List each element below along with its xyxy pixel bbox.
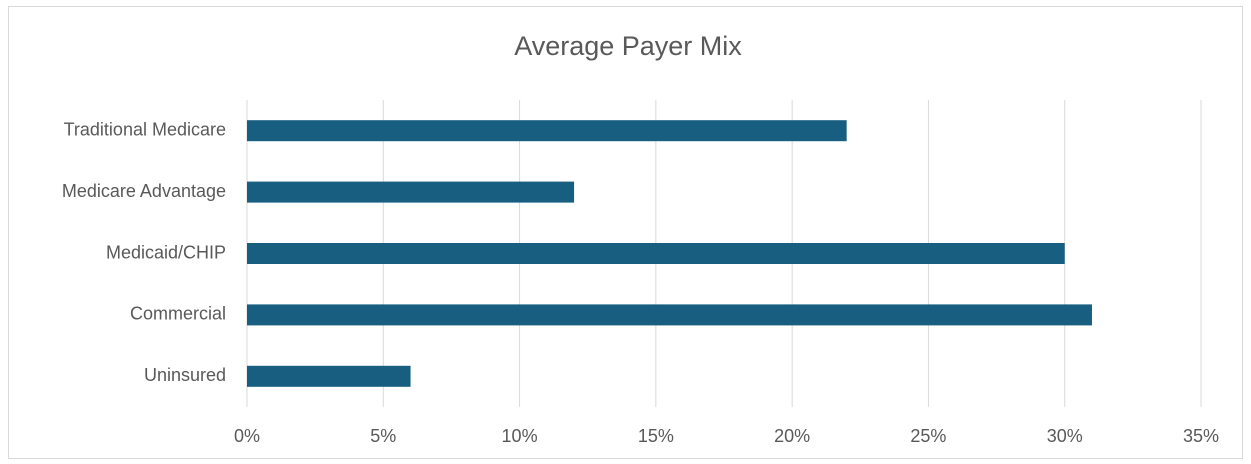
x-tick-label: 30% [1047,426,1083,446]
y-tick-label: Medicare Advantage [62,181,226,201]
x-tick-label: 25% [910,426,946,446]
x-tick-label: 0% [234,426,260,446]
y-tick-label: Traditional Medicare [64,119,226,139]
bar [247,120,847,142]
y-tick-label: Uninsured [144,365,226,385]
x-tick-label: 15% [638,426,674,446]
x-tick-label: 5% [370,426,396,446]
y-tick-label: Medicaid/CHIP [106,242,226,262]
bar [247,365,411,387]
bar [247,304,1092,326]
chart-title: Average Payer Mix [514,31,742,61]
y-tick-label: Commercial [130,304,226,324]
x-tick-label: 10% [502,426,538,446]
bar [247,181,575,203]
bar [247,243,1065,264]
x-tick-label: 20% [774,426,810,446]
x-tick-label: 35% [1183,426,1219,446]
chart-border [8,6,1243,459]
